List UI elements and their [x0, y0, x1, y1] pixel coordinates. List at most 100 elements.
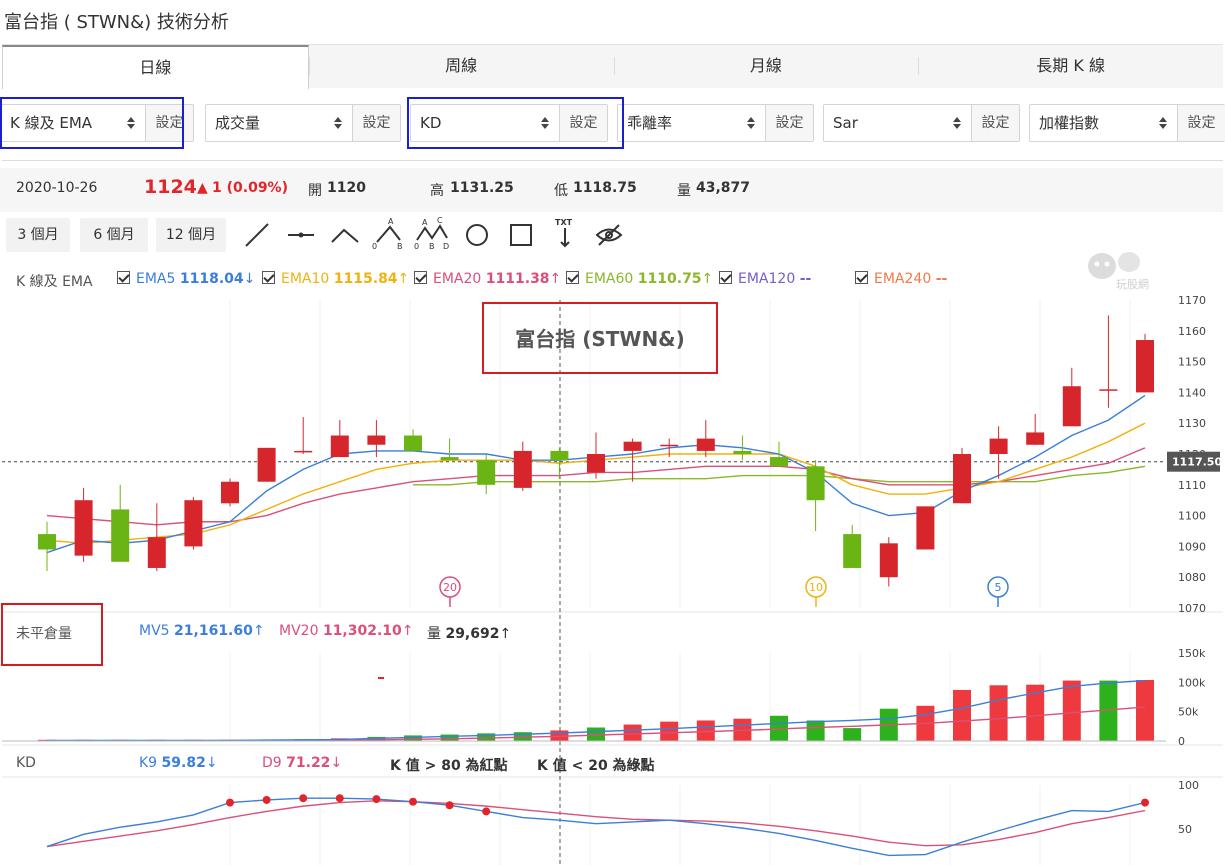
ema-marker-label: 10	[809, 581, 823, 594]
volume-bar	[404, 735, 422, 741]
kd-red-dot	[335, 794, 344, 803]
compare-index-select[interactable]: 加權指數 設定	[1029, 104, 1225, 142]
price-tick-label: 1110	[1178, 479, 1206, 492]
divider	[2, 160, 1223, 161]
checkbox-icon[interactable]	[414, 271, 427, 284]
kd-red-dot	[409, 797, 417, 806]
sub3-indicator-dropdown[interactable]: 乖離率	[618, 105, 765, 141]
checkbox-icon[interactable]	[855, 271, 868, 284]
watermark-text: 玩股網	[1116, 277, 1149, 290]
main-indicator-dropdown[interactable]: K 線及 EMA	[1, 105, 145, 141]
kd-red-dot	[226, 798, 234, 807]
oi-volume-value: 29,692	[445, 626, 500, 642]
sub1-indicator-dropdown[interactable]: 成交量	[206, 105, 352, 141]
ema-marker-label: 20	[443, 581, 457, 594]
kd-red-dot	[372, 795, 381, 804]
tool-letter: 0	[372, 242, 377, 250]
checkbox-icon[interactable]	[566, 271, 579, 284]
trend-arrow-icon: ↑	[397, 271, 410, 287]
compare-index-dropdown[interactable]: 加權指數	[1030, 105, 1177, 141]
ema5-legend[interactable]: EMA5 1118.04↓	[117, 271, 255, 287]
ema60-legend[interactable]: EMA60 1110.75↑	[566, 271, 713, 287]
chart-symbol-label: 富台指 (STWN&)	[515, 327, 685, 351]
volume-tick-label: 0	[1178, 735, 1185, 748]
technical-chart[interactable]: 1170116011501140113011201110110010901080…	[0, 290, 1225, 865]
tab-weekly[interactable]: 周線	[308, 45, 614, 88]
mv20-legend: MV20 11,302.10↑	[279, 623, 414, 639]
hide-drawings-icon[interactable]	[594, 220, 624, 250]
candle-body	[989, 438, 1008, 454]
kd-red-dot	[482, 807, 491, 816]
volume-bar	[623, 724, 642, 741]
ema20-legend[interactable]: EMA20 1111.38↑	[414, 271, 561, 287]
checkbox-icon[interactable]	[117, 271, 130, 284]
sub1-indicator-settings-button[interactable]: 設定	[352, 105, 400, 141]
text-tool-icon[interactable]: TXT	[550, 216, 580, 250]
volume-tick-label: 50k	[1178, 706, 1199, 719]
dropdown-arrows-icon	[541, 117, 549, 129]
ema-value: 1115.84	[333, 271, 398, 287]
highlight-box	[1, 603, 103, 666]
tab-monthly[interactable]: 月線	[613, 45, 919, 88]
dropdown-arrows-icon	[1159, 117, 1167, 129]
candle-body	[733, 450, 752, 454]
candle-body	[404, 435, 422, 451]
kd-red-dot	[445, 801, 454, 810]
tab-long-term[interactable]: 長期 K 線	[918, 45, 1223, 88]
candle-body	[513, 450, 532, 488]
tool-letter: B	[429, 242, 435, 250]
circle-tool-icon[interactable]	[462, 220, 492, 250]
compare-index-settings-button[interactable]: 設定	[1177, 105, 1225, 141]
current-price-tag	[1167, 451, 1220, 472]
main-indicator-settings-button[interactable]: 設定	[145, 105, 193, 141]
sub3-indicator-settings-button[interactable]: 設定	[765, 105, 813, 141]
abc-pattern-tool-icon[interactable]: A 0 B	[372, 216, 406, 250]
ema-name: EMA20	[433, 271, 482, 287]
overlay-indicator-dropdown[interactable]: Sar	[824, 105, 971, 141]
line-tool-icon[interactable]	[242, 220, 272, 250]
period-6m-button[interactable]: 6 個月	[80, 218, 148, 252]
tool-letter: B	[397, 242, 403, 250]
sub2-indicator-settings-button[interactable]: 設定	[559, 105, 607, 141]
overlay-indicator-settings-button[interactable]: 設定	[971, 105, 1019, 141]
checkbox-icon[interactable]	[719, 271, 732, 284]
d9-value: 71.22	[286, 755, 331, 771]
period-12m-button[interactable]: 12 個月	[156, 218, 226, 252]
sub2-indicator-select[interactable]: KD 設定	[410, 104, 608, 142]
ema240-legend[interactable]: EMA240 --	[855, 271, 947, 287]
sub1-indicator-select[interactable]: 成交量 設定	[205, 104, 401, 142]
k9-value: 59.82	[161, 755, 206, 771]
sub2-indicator-dropdown[interactable]: KD	[411, 105, 559, 141]
ema-value: --	[799, 271, 812, 287]
candle-body	[587, 454, 605, 473]
ema10-legend[interactable]: EMA10 1115.84↑	[262, 271, 409, 287]
checkbox-icon[interactable]	[262, 271, 275, 284]
period-3m-button[interactable]: 3 個月	[6, 218, 70, 252]
tab-daily[interactable]: 日線	[2, 45, 309, 89]
ema-name: EMA5	[136, 271, 176, 287]
overlay-indicator-select[interactable]: Sar 設定	[823, 104, 1020, 142]
candle-body	[1026, 432, 1045, 445]
kd-tick-label: 100	[1178, 779, 1199, 792]
kd-green-dot-note: K 值 < 20 為綠點	[537, 758, 655, 774]
ema-marker-label: 5	[995, 581, 1002, 594]
horizontal-line-tool-icon[interactable]	[286, 220, 316, 250]
candle-body	[806, 466, 825, 501]
abcd-pattern-tool-icon[interactable]: A C 0 B D	[414, 216, 450, 250]
indicator-selector-row: K 線及 EMA 設定 成交量 設定 KD 設定 乖離率 設定 Sar 設定 加…	[0, 97, 1225, 149]
main-indicator-select[interactable]: K 線及 EMA 設定	[0, 104, 194, 142]
sub2-indicator-value: KD	[420, 114, 442, 132]
price-tick-label: 1100	[1178, 510, 1206, 523]
page-title: 富台指 ( STWN&) 技術分析	[4, 12, 229, 33]
ema120-legend[interactable]: EMA120 --	[719, 271, 811, 287]
candle-body	[770, 457, 788, 467]
volume-bar	[440, 734, 459, 741]
oi-volume-label: 量	[427, 626, 441, 642]
sub3-indicator-select[interactable]: 乖離率 設定	[617, 104, 814, 142]
rectangle-tool-icon[interactable]	[506, 220, 536, 250]
volume-bar	[696, 720, 715, 741]
angle-tool-icon[interactable]	[330, 220, 360, 250]
ema-value: --	[935, 271, 948, 287]
candle-body	[257, 447, 276, 482]
open-value: 1120	[327, 180, 366, 196]
